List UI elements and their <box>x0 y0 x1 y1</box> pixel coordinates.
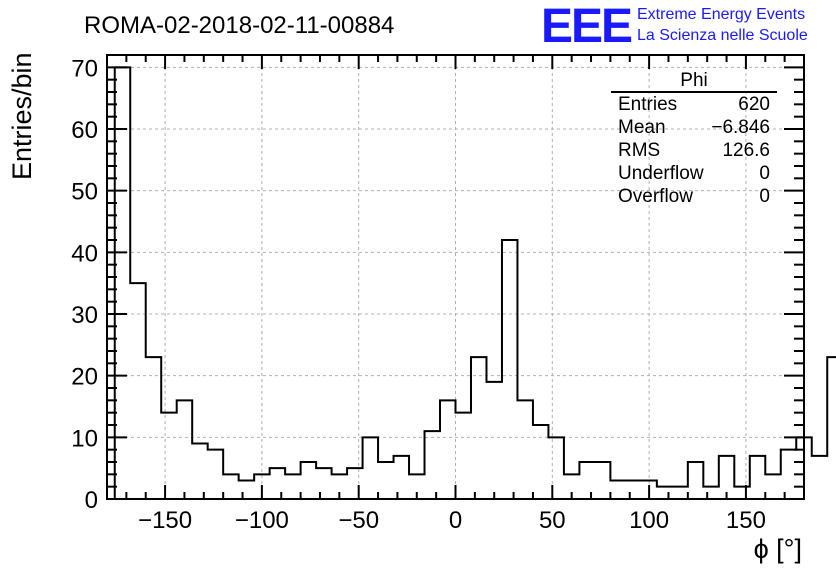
x-tick-label: −150 <box>138 507 192 534</box>
histogram-bin <box>610 481 625 500</box>
histogram-bin <box>301 462 316 499</box>
histogram-bin <box>363 437 378 499</box>
grid <box>107 55 804 499</box>
stats-row-label: Underflow <box>618 163 704 184</box>
histogram-bin <box>688 462 703 499</box>
histogram-bin <box>285 474 300 499</box>
stats-row-label: Mean <box>618 117 666 138</box>
y-tick-label: 40 <box>71 240 98 267</box>
histogram-bin <box>734 487 749 499</box>
histogram-bin <box>579 462 594 499</box>
x-tick-label: 0 <box>449 507 462 534</box>
y-axis-title: Entries/bin <box>7 52 37 180</box>
histogram-bin <box>533 425 548 499</box>
y-tick-label: 50 <box>71 179 98 206</box>
histogram-bin <box>440 400 455 499</box>
x-tick-label: 100 <box>629 507 669 534</box>
eee-logo-line2: La Scienza nelle Scuole <box>637 27 808 44</box>
eee-logo-line1: Extreme Energy Events <box>637 6 805 23</box>
stats-row-value: 126.6 <box>722 140 770 161</box>
y-axis: 0 10 20 30 40 50 60 70 <box>71 54 804 514</box>
x-tick-label: −100 <box>235 507 289 534</box>
stats-box: Phi Entries 620 Mean −6.846 RMS 126.6 Underflo… <box>611 70 777 207</box>
chart-title: ROMA-02-2018-02-11-00884 <box>84 12 394 39</box>
histogram-bin <box>115 67 130 499</box>
histogram-bin <box>239 481 254 500</box>
x-tick-label: 50 <box>539 507 566 534</box>
stats-row-value: −6.846 <box>711 117 770 138</box>
x-axis-title: ϕ [°] <box>754 534 802 564</box>
histogram-bin <box>595 462 610 499</box>
histogram-bin <box>812 456 827 499</box>
y-tick-label: 0 <box>85 487 98 514</box>
y-tick-label: 60 <box>71 117 98 144</box>
histogram-bin <box>517 400 532 499</box>
stats-row-label: Entries <box>618 94 677 115</box>
histogram-bin <box>378 462 393 499</box>
histogram-bin <box>657 487 672 499</box>
histogram-bin <box>192 444 207 500</box>
histogram-bin <box>827 357 836 499</box>
histogram-bin <box>456 413 471 499</box>
histogram-line <box>113 66 836 499</box>
histogram-bin <box>781 450 796 499</box>
histogram-series <box>113 66 836 500</box>
histogram-bin <box>394 456 409 499</box>
histogram-bin <box>177 400 192 499</box>
stats-row-value: 620 <box>738 94 770 115</box>
x-tick-label: −50 <box>338 507 379 534</box>
x-axis: −150 −100 −50 0 50 100 150 <box>125 55 786 534</box>
y-tick-label: 30 <box>71 302 98 329</box>
histogram-bin <box>130 283 145 499</box>
histogram-bin <box>626 481 641 500</box>
histogram-bin <box>750 456 765 499</box>
histogram-bin <box>223 474 238 499</box>
histogram-bin <box>161 413 176 499</box>
histogram-bin <box>425 431 440 499</box>
histogram-bin <box>502 240 517 499</box>
histogram-bin <box>703 487 718 499</box>
eee-logo-mark: EEE <box>541 0 632 53</box>
stats-row-label: Overflow <box>618 186 693 207</box>
histogram-bin <box>316 468 331 499</box>
histogram-bin <box>270 468 285 499</box>
eee-logo: EEE Extreme Energy Events La Scienza nel… <box>541 0 808 53</box>
histogram-bin <box>471 357 486 499</box>
histogram-bin <box>672 487 687 499</box>
y-tick-label: 20 <box>71 364 98 391</box>
stats-row-label: RMS <box>618 140 660 161</box>
stats-box-title: Phi <box>680 70 707 91</box>
stats-row-value: 0 <box>759 186 770 207</box>
histogram-bin <box>548 437 563 499</box>
histogram-bin <box>208 450 223 499</box>
x-tick-label: 150 <box>726 507 766 534</box>
histogram-bin <box>486 382 501 499</box>
histogram-bin <box>765 474 780 499</box>
histogram-bin <box>146 357 161 499</box>
histogram-bin <box>347 468 362 499</box>
stats-row-value: 0 <box>759 163 770 184</box>
y-tick-label: 70 <box>71 55 98 82</box>
y-tick-label: 10 <box>71 425 98 452</box>
